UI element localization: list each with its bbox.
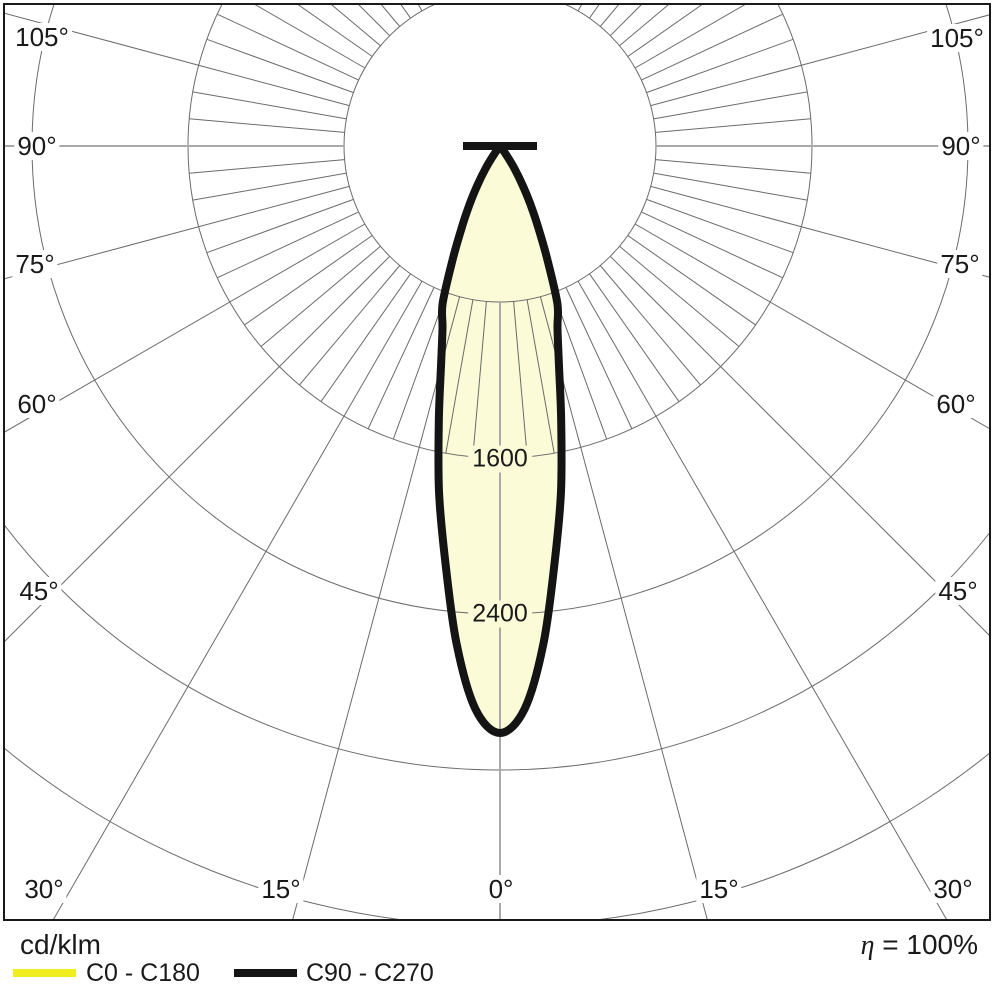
angle-label-5: 30° [21,875,67,903]
legend-label-c0-c180: C0 - C180 [86,958,200,987]
grid-ray-minor [646,198,794,254]
unit-label: cd/klm [20,929,101,960]
grid-ray-minor [299,265,401,386]
angle-label-12: 75° [937,250,983,278]
grid-ray-minor [627,4,704,57]
angle-label-10: 45° [935,577,981,605]
grid-ray-minor [206,38,354,94]
grid-ray-minor [641,13,783,81]
grid-ray-minor [260,245,381,347]
grid-ray-major [4,223,366,433]
angle-label-7: 0° [485,875,517,903]
angle-label-13: 90° [938,132,984,160]
grid-ray-minor [599,4,620,27]
grid-ray-minor [380,4,401,27]
grid-ray-minor [513,301,528,457]
grid-ray-minor [646,38,794,94]
angle-label-1: 90° [14,132,60,160]
angle-label-2: 75° [12,250,58,278]
ring-value-label-0: 1600 [468,445,532,473]
legend: C0 - C180 C90 - C270 [13,958,434,987]
grid-ray-minor [217,211,359,279]
grid-ray-major [577,280,948,920]
grid-ray-minor [392,292,448,440]
grid-ray-minor [244,235,373,326]
grid-ray-minor [565,287,633,429]
grid-ray-minor [445,299,474,454]
grid-ray-minor [192,172,347,201]
grid-ray-minor [653,91,808,120]
angle-label-0: 105° [12,23,72,51]
grid-ray-major [4,255,391,643]
angle-label-4: 45° [16,577,62,605]
grid-ray-minor [589,273,680,402]
grid-ray-major [292,296,461,920]
grid-ray-minor [296,4,373,57]
grid-ray-minor [206,198,354,254]
grid-ray-minor [653,172,808,201]
grid-ray-major [650,185,990,278]
legend-label-c90-c270: C90 - C270 [305,958,434,987]
legend-swatch-c90-c270 [233,969,297,977]
efficiency-label: η = 100% [861,931,978,960]
grid-ray-minor [472,301,487,457]
grid-ray-minor [192,91,347,120]
grid-ray-minor [217,13,359,81]
grid-ray-minor [641,211,783,279]
efficiency-value: = 100% [882,929,978,960]
grid-ray-major [539,296,708,920]
grid-ray-minor [526,299,555,454]
grid-ray-minor [189,118,345,133]
angle-label-8: 15° [696,875,742,903]
grid-ray-major [650,14,990,107]
grid-ray-major [4,12,350,107]
grid-ray-minor [320,273,411,402]
grid-ray-minor [367,287,435,429]
grid-ray-major [609,255,990,637]
grid-ray-minor [655,159,811,174]
luminaire-symbol [463,142,537,150]
legend-swatch-c0-c180 [13,969,76,977]
angle-label-14: 105° [927,24,987,52]
angle-label-9: 30° [930,875,976,903]
ring-value-label-1: 2400 [468,600,532,628]
plot-border [3,3,991,921]
angle-label-6: 15° [258,875,304,903]
angle-label-3: 60° [14,390,60,418]
grid-ray-major [4,185,350,280]
curve-c90-c270 [434,142,566,737]
grid-ray-minor [552,292,608,440]
grid-ray-minor [189,159,345,174]
grid-ray-minor [599,265,701,386]
grid-ray-minor [655,118,811,133]
grid-ray-minor [627,235,756,326]
grid-ray-minor [329,4,381,47]
grid-ray-major [52,280,423,920]
eta-symbol: η [860,930,875,961]
grid-ray-major [634,223,990,430]
angle-label-11: 60° [933,390,979,418]
grid-ray-minor [619,4,671,47]
grid-ray-minor [619,245,740,347]
